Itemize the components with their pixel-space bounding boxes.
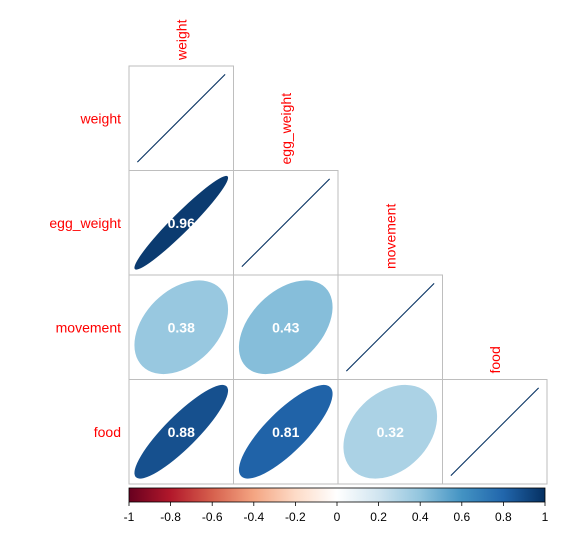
diagonal-ellipse-movement	[345, 282, 435, 372]
colorbar-tick-label: -0.2	[285, 510, 306, 524]
colorbar-tick-label: -0.4	[243, 510, 264, 524]
colorbar-tick-label: 0.4	[412, 510, 429, 524]
value-label-food-movement: 0.32	[377, 424, 404, 440]
colorbar-tick-label: -0.8	[160, 510, 181, 524]
ellipse-movement-egg-weight	[238, 280, 333, 375]
ellipse-movement-weight	[134, 280, 229, 375]
col-label-movement: movement	[382, 204, 398, 269]
col-label-egg-weight: egg_weight	[278, 93, 294, 165]
colorbar-tick-label: -1	[124, 510, 135, 524]
row-label-movement: movement	[56, 319, 121, 335]
diagonal-ellipse-food	[450, 387, 540, 477]
value-label-movement-egg-weight: 0.43	[272, 319, 299, 335]
colorbar-tick-label: 0.2	[370, 510, 387, 524]
colorbar-tick-label: 0	[334, 510, 341, 524]
diagonal-ellipse-egg-weight	[241, 178, 331, 268]
colorbar-layer: -1 -0.8 -0.6 -0.4 -0.2 0 0.2 0.4 0.6 0.8 1	[124, 487, 549, 524]
colorbar-tick-label: 0.8	[495, 510, 512, 524]
col-label-food: food	[487, 346, 503, 373]
ellipse-food-weight	[134, 384, 229, 479]
diagonal-ellipse-weight	[136, 73, 226, 163]
value-label-food-weight: 0.88	[168, 424, 195, 440]
value-label-food-egg-weight: 0.81	[272, 424, 299, 440]
ellipse-food-movement	[343, 384, 438, 479]
row-label-food: food	[94, 424, 121, 440]
ellipse-egg-weight-weight	[134, 175, 229, 270]
cells-layer: 0.96 0.38 0.43 0.88 0.81 0.32	[128, 65, 548, 485]
colorbar	[128, 487, 546, 503]
colorbar-tick-label: 0.6	[453, 510, 470, 524]
value-label-egg-weight-weight: 0.96	[168, 215, 195, 231]
colorbar-tick-label: -0.6	[202, 510, 223, 524]
row-label-egg-weight: egg_weight	[49, 215, 121, 231]
row-label-weight: weight	[80, 110, 122, 126]
labels-layer: weight weight egg_weight egg_weight movement…	[49, 19, 502, 439]
colorbar-tick-label: 1	[542, 510, 549, 524]
value-label-movement-weight: 0.38	[168, 319, 195, 335]
col-label-weight: weight	[173, 19, 189, 61]
ellipse-food-egg-weight	[238, 384, 333, 479]
